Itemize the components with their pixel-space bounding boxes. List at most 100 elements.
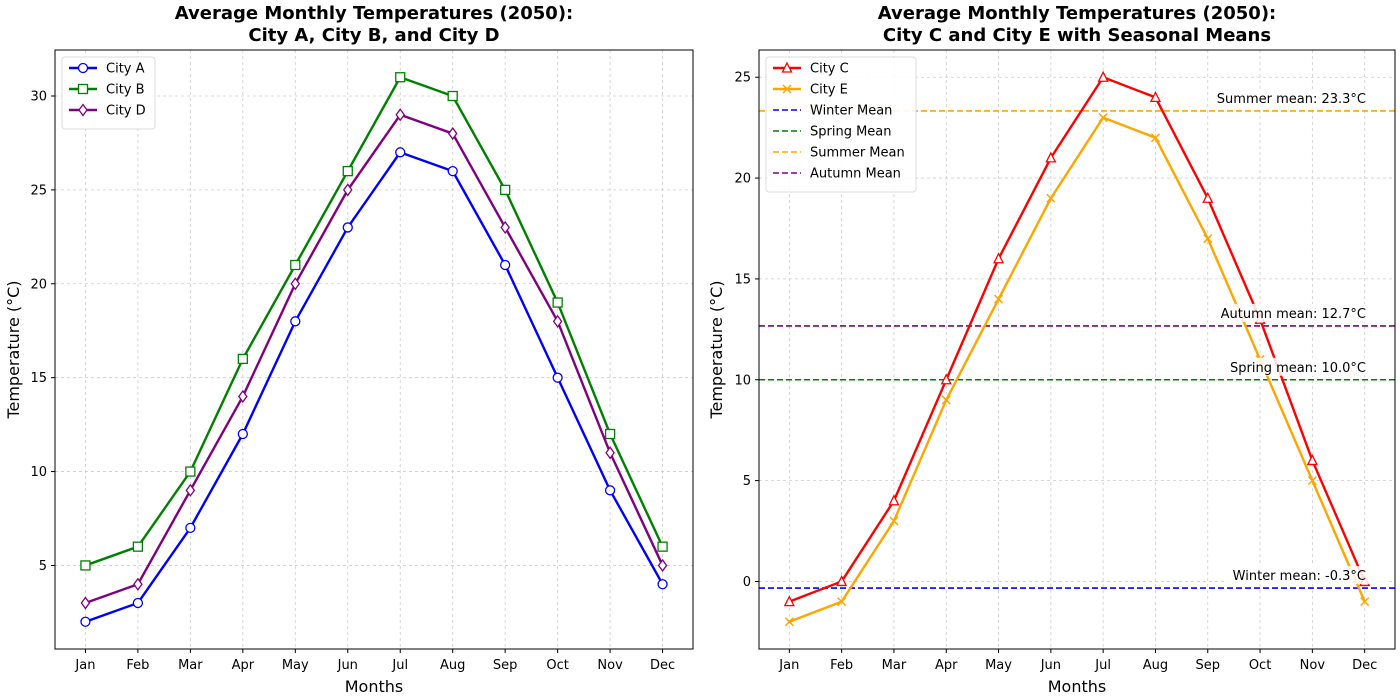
city-c-line [788, 76, 1366, 603]
city-a-point [552, 372, 563, 383]
legend-marker [77, 62, 89, 74]
chart-1: Jan Feb Mar Apr May Jun Jul Aug Sep Oct Nov Dec 5 10 1… [4, 3, 694, 696]
y-tick-label: 25 [734, 71, 751, 86]
city-c-point [888, 494, 900, 506]
y-tick-label: 10 [734, 373, 751, 388]
city-e-point [1046, 193, 1056, 203]
x-tick-label: Jul [391, 658, 408, 673]
city-b-point [395, 72, 406, 83]
city-b-point [500, 184, 511, 196]
city-a-point [447, 165, 458, 177]
city-b-point [80, 560, 91, 571]
legend-label: City A [106, 62, 145, 77]
city-c-point [836, 574, 848, 587]
city-a-series [80, 147, 668, 627]
y-tick-label: 0 [743, 575, 751, 590]
legend-label: Autumn Mean [810, 167, 901, 182]
spring-mean-label-bg [1225, 357, 1389, 376]
x-tick-label: Aug [1143, 658, 1168, 673]
legend-box [765, 56, 917, 193]
city-a-point [604, 485, 616, 496]
legend-label: Spring Mean [810, 125, 892, 140]
city-e-point [1203, 234, 1213, 244]
summer-mean-label: Summer mean: 23.3°C [1217, 92, 1366, 107]
city-e-point [941, 395, 951, 405]
x-tick-label: Apr [935, 658, 958, 673]
city-d-series [80, 108, 668, 610]
y-tick-label: 10 [30, 465, 47, 480]
chart-1-title-line-1: Average Monthly Temperatures (2050): [175, 3, 574, 24]
x-tick-label: Oct [1249, 658, 1271, 673]
y-tick-label: 15 [734, 272, 751, 287]
x-tick-label: May [985, 658, 1012, 673]
x-tick-label: Dec [650, 658, 675, 673]
legend-label: City D [106, 104, 146, 119]
x-tick-label: Jun [1040, 658, 1061, 673]
x-tick-label: Aug [440, 658, 465, 673]
city-b-point [604, 428, 616, 440]
city-a-point [500, 259, 511, 271]
x-tick-label: Mar [882, 658, 907, 673]
city-e-point-stroke-b [1046, 193, 1056, 203]
city-c-point [1045, 151, 1057, 163]
city-e-point [1360, 597, 1370, 607]
city-c-point [1149, 90, 1162, 103]
legend-item: City B [69, 83, 145, 98]
x-tick-label: Feb [126, 658, 149, 673]
legend-marker [78, 103, 88, 117]
winter-mean-label: Winter mean: -0.3°C [1233, 569, 1366, 584]
chart-2-title-line-1: Average Monthly Temperatures (2050): [878, 3, 1277, 24]
city-c-point [783, 595, 795, 607]
chart-1-x-axis-label: Months [345, 677, 403, 696]
chart-1-frame [54, 49, 694, 650]
chart-2-title-line-2: City C and City E with Seasonal Means [883, 25, 1271, 46]
chart-2-x-ticks: Jan Feb Mar Apr May Jun Jul Aug Sep Oct Nov Dec [778, 649, 1377, 673]
x-tick-label: May [282, 658, 309, 673]
x-tick-label: Jun [337, 658, 358, 673]
city-d-point [447, 126, 458, 141]
x-tick-label: Nov [1300, 658, 1326, 673]
city-e-point-stroke-b [941, 395, 951, 405]
city-a-point [80, 616, 91, 627]
chart-2-y-ticks: 0 5 10 15 20 25 [734, 71, 759, 590]
city-b-point [657, 541, 668, 552]
city-e-point [784, 617, 794, 627]
chart-1-y-axis-label: Temperature (°C) [4, 280, 23, 419]
legend-item: City D [69, 103, 146, 119]
city-d-line [85, 113, 664, 605]
x-tick-label: Dec [1352, 658, 1377, 673]
x-tick-label: Oct [546, 658, 568, 673]
city-a-point [237, 428, 248, 440]
chart-2-frame [758, 49, 1396, 650]
city-b-point [237, 353, 248, 365]
city-b-point [185, 466, 196, 477]
city-a-point [395, 147, 406, 158]
winter-mean-label-bg [1225, 566, 1389, 585]
legend-item: Autumn Mean [773, 167, 901, 182]
x-tick-label: Sep [493, 658, 518, 673]
summer-mean-label-bg [1225, 88, 1389, 107]
y-tick-label: 20 [734, 172, 751, 187]
y-tick-label: 15 [30, 371, 47, 386]
city-c-point [1306, 453, 1318, 466]
autumn-mean-label-bg [1225, 303, 1389, 322]
y-tick-label: 25 [30, 183, 47, 198]
city-c-point [992, 252, 1005, 264]
autumn-mean-label: Autumn mean: 12.7°C [1221, 307, 1366, 322]
chart-1-legend: City A City B City D [61, 56, 156, 130]
city-d-point [290, 277, 301, 291]
x-tick-label: Apr [232, 658, 255, 673]
city-b-point [552, 297, 563, 308]
city-d-point [238, 389, 248, 404]
chart-1-title-line-2: City A, City B, and City D [248, 25, 499, 46]
chart-2-x-axis-label: Months [1048, 677, 1106, 696]
y-tick-label: 5 [39, 559, 47, 574]
legend-item: Spring Mean [773, 125, 892, 140]
city-e-point [837, 597, 847, 607]
city-d-point [342, 183, 353, 197]
city-d-point [185, 483, 196, 497]
legend-marker-stroke-b [782, 84, 792, 94]
city-d-point [657, 558, 668, 573]
chart-2-legend: City C City E Winter Mean Spring Mean Summer… [765, 56, 917, 193]
